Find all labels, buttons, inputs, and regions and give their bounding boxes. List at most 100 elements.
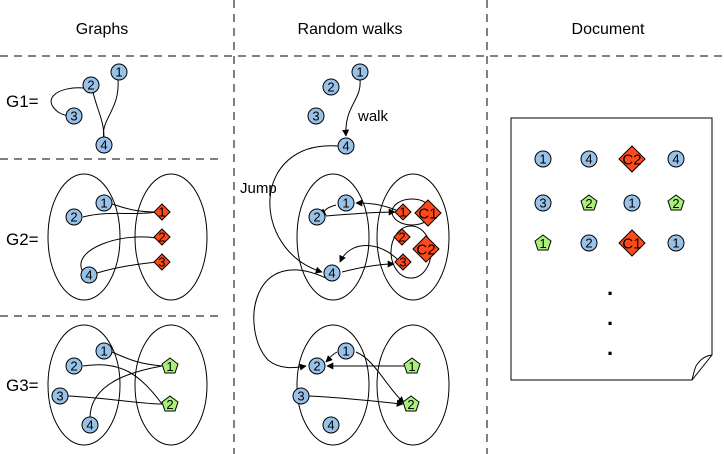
svg-text:3: 3 [399,255,406,270]
document-token-circle: 1 [534,150,552,168]
document-token-circle: 3 [534,194,552,212]
svg-text:2: 2 [87,78,94,93]
document-token-circle: 4 [667,150,685,168]
svg-text:3: 3 [70,109,77,124]
node-set-right [376,324,450,446]
cluster-node-c1: C1 [414,199,442,227]
walk-edge [342,79,361,137]
row-label-g3: G3= [6,376,39,395]
walk-edge [341,260,395,273]
graph-node: 1 [337,342,355,360]
svg-text:4: 4 [342,139,349,154]
graph-node-pentagon: 2 [161,395,179,412]
walk-edge [325,351,338,363]
document-token-label: 3 [539,196,546,211]
g2-nodes: 1 2 4 1 2 3 [65,194,171,284]
svg-text:3: 3 [56,389,63,404]
header-graphs: Graphs [76,21,128,38]
walk-edge [325,208,396,217]
document-token-label: C2 [622,152,641,169]
g3-nodes: 1 2 3 4 1 2 [51,342,179,434]
document-ellipsis: . . . [607,275,613,360]
edge [67,395,163,405]
graph-node: 4 [323,264,341,282]
document-token-pentagon: 2 [667,194,685,211]
jump-edge [269,145,339,274]
graph-node: 2 [65,208,83,226]
node-set-left [296,173,370,301]
graph-node-diamond: 2 [393,228,411,246]
g2-edges [80,203,157,274]
walk-edge [308,395,404,407]
row-label-g2: G2= [6,230,39,249]
node-set-left [296,324,370,446]
svg-text:1: 1 [115,65,122,80]
svg-text:2: 2 [407,397,414,412]
rw-g2-edges [318,199,401,273]
svg-text:1: 1 [408,359,415,374]
walk-edge [318,204,337,216]
svg-text:1: 1 [342,344,349,359]
cluster-node-c2: C2 [412,235,440,263]
edge [96,261,157,274]
svg-text:1: 1 [399,205,406,220]
graph-node: 3 [51,387,69,405]
edge [82,364,163,405]
document-sheet [510,117,713,381]
edge [82,211,157,218]
document-token-diamond: C2 [618,145,646,173]
svg-text:2: 2 [158,230,165,245]
document-token-label: C1 [622,236,641,253]
svg-text:2: 2 [327,80,334,95]
edge [102,79,119,139]
ellipsis-dot: . [607,335,613,360]
graph-node: 1 [351,63,369,81]
svg-text:4: 4 [86,418,93,433]
rw-g3-nodes: 1 2 3 4 1 2 [292,342,421,434]
svg-text:2: 2 [166,397,173,412]
svg-text:1: 1 [342,196,349,211]
edge [89,365,163,419]
walk-label: walk [357,108,389,125]
row-label-g1: G1= [6,92,39,111]
document-token-label: 2 [672,196,679,211]
graph-node: 2 [308,208,326,226]
document-token-label: 4 [585,152,592,167]
ellipsis-dot: . [607,305,613,330]
g3-containers [47,324,208,446]
svg-text:1: 1 [356,65,363,80]
jump-edge-long [253,269,331,371]
graph-node: 2 [322,78,340,96]
graph-node: 3 [65,107,83,125]
document-token-circle: 4 [580,150,598,168]
graph-node-diamond: 2 [153,228,171,246]
graph-node: 2 [308,357,326,375]
rw-g2-nodes: 1 2 4 1 2 3 C1 C2 [308,194,442,282]
document-token-grid: 1 4 C2 4 3 2 1 2 1 2 C1 1 [534,145,685,257]
jump-label: Jump [240,180,277,197]
graph-node: 1 [337,194,355,212]
graph-node: 1 [95,194,113,212]
document-token-label: 1 [628,196,635,211]
node-set-left [47,324,121,446]
edge [111,351,163,367]
header-random-walks: Random walks [298,21,403,38]
walk-edge [339,245,401,263]
walk-edge [355,199,397,211]
rw-top-edges [342,79,361,137]
document-token-pentagon: 2 [580,194,598,211]
rw-g3-edges [308,351,405,407]
document-page-curl [691,354,713,381]
document-page [510,117,713,381]
graph-node: 1 [95,342,113,360]
svg-text:1: 1 [100,196,107,211]
document-token-label: 1 [539,236,546,251]
document-token-label: 2 [585,236,592,251]
svg-text:3: 3 [312,109,319,124]
svg-text:2: 2 [70,359,77,374]
node-set-right [376,173,450,301]
svg-text:C1: C1 [418,206,437,223]
svg-text:1: 1 [158,205,165,220]
svg-text:1: 1 [100,344,107,359]
g2-containers [47,173,208,301]
